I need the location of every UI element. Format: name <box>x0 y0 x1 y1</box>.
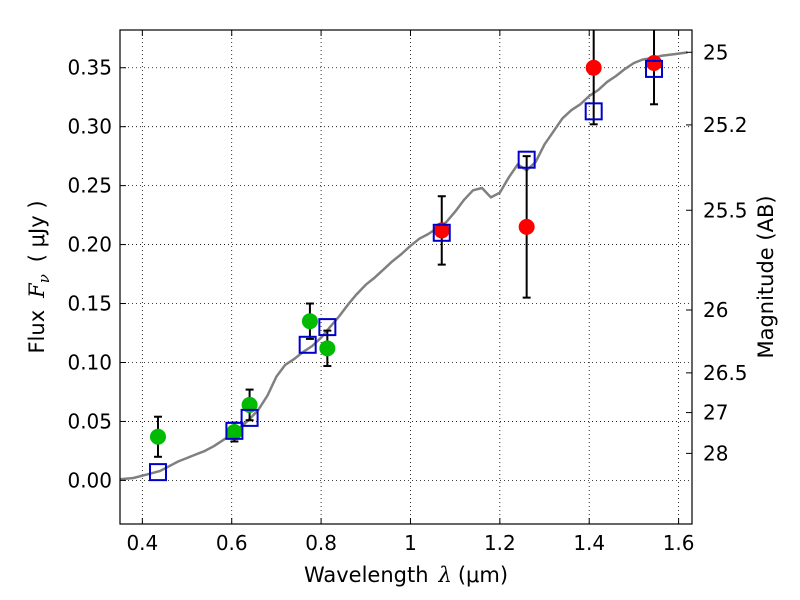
model-band-square <box>517 150 536 169</box>
y-tick-label: 0.10 <box>67 350 112 374</box>
red-data-point <box>585 59 602 76</box>
red-data-point <box>646 55 663 72</box>
y2-tick-label: 26.5 <box>703 361 748 385</box>
x-tick-label: 1.2 <box>484 531 516 555</box>
red-data-point <box>518 218 535 235</box>
y-tick-label: 0.20 <box>67 233 112 257</box>
plot-area <box>120 30 688 482</box>
y2-tick-label: 26 <box>703 298 728 322</box>
green-data-point <box>149 428 166 445</box>
x-axis-label: Wavelength λ (μm) <box>304 563 508 587</box>
y-tick-label: 0.25 <box>67 174 112 198</box>
y2-tick-label: 28 <box>703 441 728 465</box>
y-axis-label: Flux Fν ( μJy ) <box>25 200 53 353</box>
x-tick-label: 1.6 <box>663 531 695 555</box>
y-tick-label: 0.15 <box>67 292 112 316</box>
ticks: 0.4 0.6 0.8 1 1.2 1.4 1.6 0.00 0.05 0.10 0.15 0.20 0… <box>67 30 748 555</box>
y-tick-label: 0.35 <box>67 56 112 80</box>
x-label-text: Wavelength <box>304 563 429 587</box>
green-data-point <box>319 340 336 357</box>
model-band-square <box>584 102 603 121</box>
x-tick-label: 0.4 <box>126 531 158 555</box>
y2-axis-label: Magnitude (AB) <box>754 195 778 358</box>
x-tick-label: 1 <box>404 531 417 555</box>
model-band-square <box>318 318 337 337</box>
y-label-subscript: ν <box>35 274 53 283</box>
green-data-point <box>226 424 243 441</box>
model-band-square <box>148 463 167 482</box>
green-data-point <box>241 396 258 413</box>
y-tick-label: 0.00 <box>67 468 112 492</box>
y-label-unit: ( μJy ) <box>25 200 49 262</box>
x-tick-label: 0.6 <box>216 531 248 555</box>
model-band-square <box>432 223 451 242</box>
green-data-point <box>301 313 318 330</box>
y2-tick-label: 25.5 <box>703 198 748 222</box>
y-tick-label: 0.05 <box>67 409 112 433</box>
axes-frame <box>119 29 693 525</box>
y2-tick-label: 25.2 <box>703 113 748 137</box>
x-label-unit: (μm) <box>458 563 508 587</box>
model-band-square <box>240 408 259 427</box>
x-tick-label: 1.4 <box>573 531 605 555</box>
x-tick-label: 0.8 <box>305 531 337 555</box>
model-band-square <box>298 335 317 354</box>
y2-tick-label: 27 <box>703 401 728 425</box>
y-tick-label: 0.30 <box>67 115 112 139</box>
model-band-square <box>645 59 664 78</box>
y-label-text: Flux <box>25 310 49 354</box>
model-band-square <box>225 421 244 440</box>
y2-tick-label: 25 <box>703 40 728 64</box>
y-label-symbol: F <box>25 282 49 299</box>
x-label-symbol: λ <box>438 563 452 587</box>
